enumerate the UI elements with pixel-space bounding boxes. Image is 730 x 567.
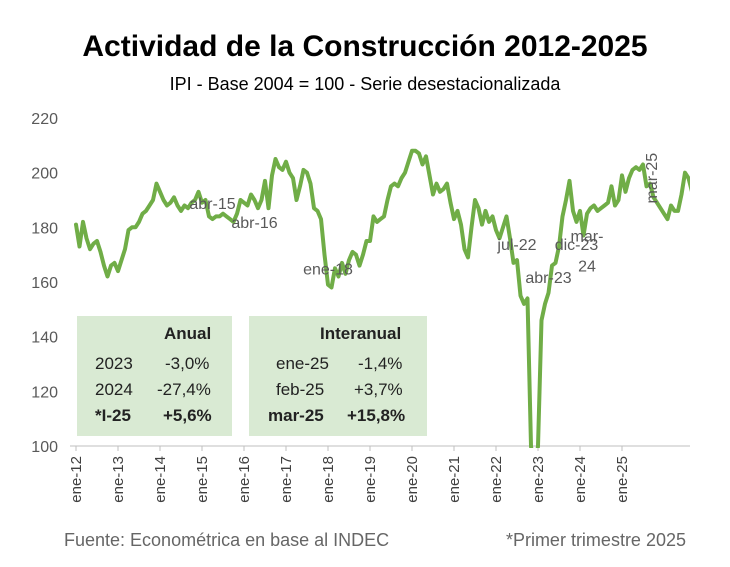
y-tick-label: 100	[31, 439, 58, 456]
y-tick-label: 120	[31, 384, 58, 401]
x-tick-label: ene-23	[530, 456, 547, 503]
anual-box	[77, 316, 232, 436]
footer-note: *Primer trimestre 2025	[505, 530, 686, 550]
series-line	[74, 148, 690, 448]
summary-boxes	[77, 316, 427, 436]
annotation-label: mar-25	[644, 153, 661, 204]
x-tick-label: ene-17	[278, 456, 295, 503]
interanual-row-label: mar-25	[268, 406, 324, 425]
annotation-label: dic-23	[555, 237, 599, 254]
anual-row-value: -3,0%	[165, 354, 210, 373]
annotations: abr-15ene-18jul-22abr-23abr-16dic-23mar-…	[189, 153, 661, 287]
x-tick-label: ene-14	[152, 456, 169, 503]
x-tick-label: ene-18	[320, 456, 337, 503]
x-tick-label: ene-12	[68, 456, 85, 503]
anual-header: Anual	[164, 324, 212, 343]
annotation-label: abr-23	[525, 270, 571, 287]
x-axis-ticks: ene-12 ene-13 ene-14 ene-15 ene-16 ene-17 ene-…	[68, 446, 631, 503]
x-tick-label: ene-25	[614, 456, 631, 503]
interanual-row-value: +15,8%	[347, 406, 406, 425]
footer-source: Fuente: Econométrica en base al INDEC	[64, 530, 390, 550]
annotation-label: 24	[578, 259, 596, 276]
x-tick-label: ene-13	[110, 456, 127, 503]
interanual-box	[249, 316, 427, 436]
chart-title: Actividad de la Construcción 2012-2025	[82, 30, 648, 63]
interanual-row-value: -1,4%	[358, 354, 403, 373]
chart-subtitle: IPI - Base 2004 = 100 - Serie desestacio…	[169, 74, 561, 94]
annotation-label: mar-	[571, 229, 604, 246]
annotation-label: ene-18	[303, 262, 353, 279]
y-tick-label: 200	[31, 166, 58, 183]
interanual-header: Interanual	[320, 324, 402, 343]
x-tick-label: ene-15	[194, 456, 211, 503]
y-axis-ticks: 100 120 140 160 180 200 220	[31, 111, 58, 456]
annotation-label: abr-16	[231, 215, 277, 232]
anual-row-label: 2023	[95, 354, 133, 373]
anual-row-label: *I-25	[95, 406, 131, 425]
y-tick-label: 140	[31, 330, 58, 347]
x-tick-label: ene-20	[404, 456, 421, 503]
anual-row-value: +5,6%	[163, 406, 212, 425]
x-tick-label: ene-22	[488, 456, 505, 503]
x-tick-label: ene-21	[446, 456, 463, 503]
anual-row-label: 2024	[95, 380, 133, 399]
x-tick-label: ene-24	[572, 456, 589, 503]
interanual-row-label: ene-25	[276, 354, 329, 373]
interanual-row-value: +3,7%	[354, 380, 403, 399]
interanual-row-label: feb-25	[276, 380, 325, 399]
x-tick-label: ene-19	[362, 456, 379, 503]
x-tick-label: ene-16	[236, 456, 253, 503]
anual-row-value: -27,4%	[157, 380, 211, 399]
annotation-label: abr-15	[189, 196, 235, 213]
y-tick-label: 160	[31, 275, 58, 292]
annotation-label: jul-22	[496, 237, 536, 254]
y-tick-label: 220	[31, 111, 58, 128]
y-tick-label: 180	[31, 220, 58, 237]
